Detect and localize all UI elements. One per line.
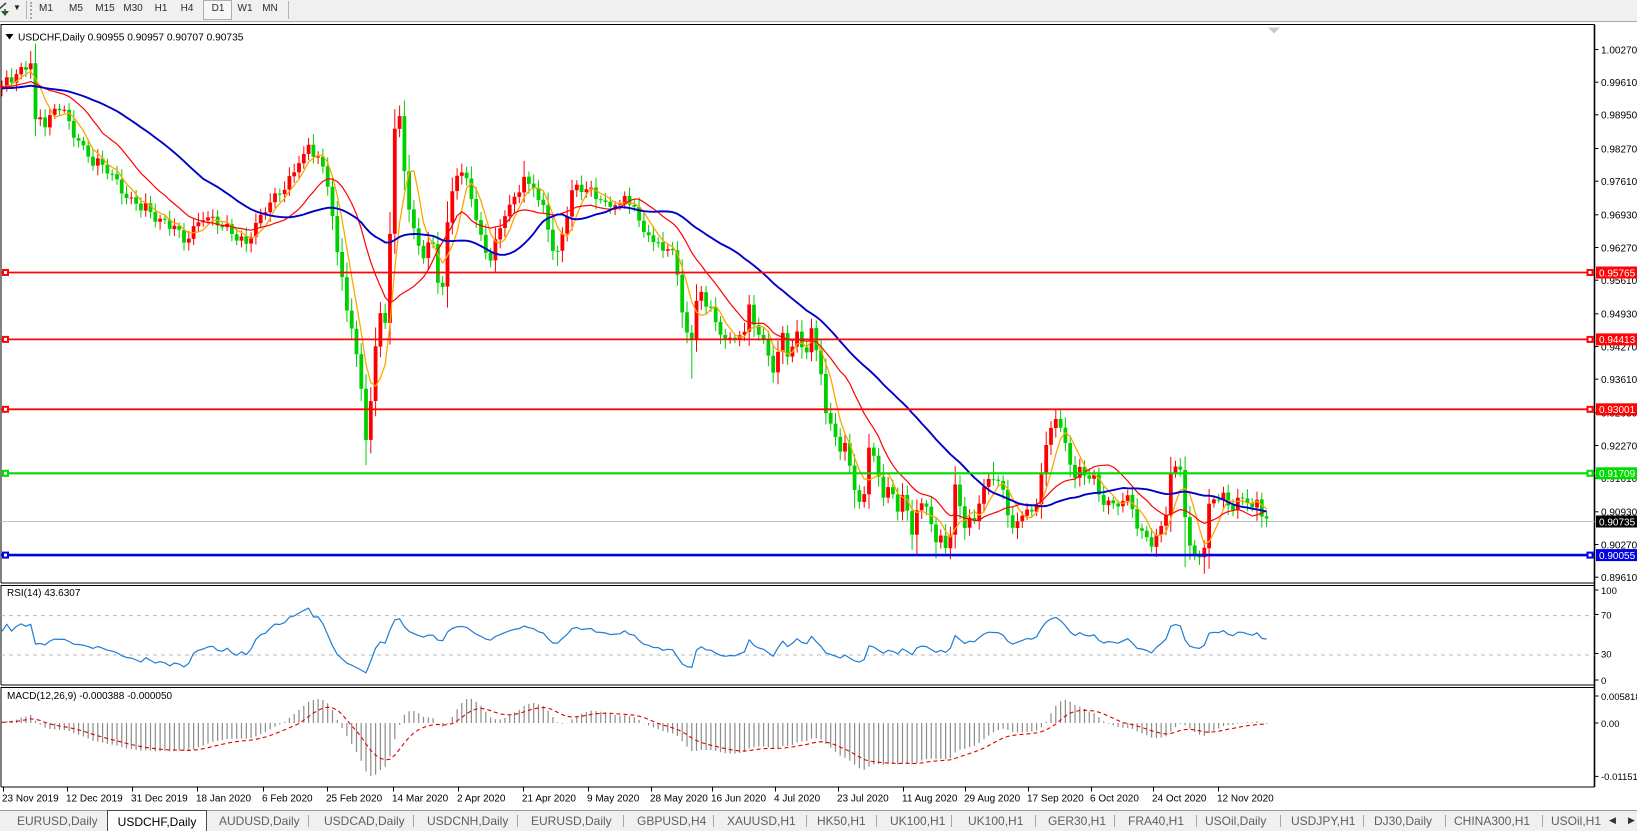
svg-text:6 Oct 2020: 6 Oct 2020 [1090, 794, 1139, 805]
svg-text:0.94930: 0.94930 [1601, 310, 1637, 321]
svg-text:0.92270: 0.92270 [1601, 441, 1637, 452]
svg-text:0.005818: 0.005818 [1601, 692, 1637, 703]
svg-text:12 Dec 2019: 12 Dec 2019 [66, 794, 123, 805]
svg-text:0.99610: 0.99610 [1601, 78, 1637, 89]
svg-text:29 Aug 2020: 29 Aug 2020 [964, 794, 1021, 805]
svg-text:0.00: 0.00 [1601, 719, 1620, 730]
svg-text:0.98950: 0.98950 [1601, 111, 1637, 122]
svg-text:30: 30 [1601, 649, 1612, 660]
svg-text:0.89610: 0.89610 [1601, 573, 1637, 584]
svg-text:12 Nov 2020: 12 Nov 2020 [1217, 794, 1274, 805]
svg-text:0.94270: 0.94270 [1601, 342, 1637, 353]
svg-text:11 Aug 2020: 11 Aug 2020 [902, 794, 958, 805]
svg-text:0.90270: 0.90270 [1601, 540, 1637, 551]
svg-text:-0.011514: -0.011514 [1601, 772, 1637, 783]
svg-text:18 Jan 2020: 18 Jan 2020 [196, 794, 251, 805]
svg-text:0.91610: 0.91610 [1601, 474, 1637, 485]
svg-text:6 Feb 2020: 6 Feb 2020 [262, 794, 313, 805]
svg-text:0.91709: 0.91709 [1599, 469, 1636, 480]
svg-text:1.00270: 1.00270 [1601, 45, 1637, 56]
svg-text:0.93001: 0.93001 [1599, 405, 1636, 416]
svg-text:0.90735: 0.90735 [1599, 517, 1636, 528]
svg-text:25 Feb 2020: 25 Feb 2020 [326, 794, 383, 805]
svg-text:4 Jul 2020: 4 Jul 2020 [774, 794, 821, 805]
svg-text:0.95765: 0.95765 [1599, 268, 1636, 279]
svg-text:0: 0 [1601, 676, 1606, 687]
svg-text:70: 70 [1601, 610, 1612, 621]
svg-text:23 Nov 2019: 23 Nov 2019 [2, 794, 59, 805]
svg-text:100: 100 [1601, 586, 1617, 597]
svg-text:0.98270: 0.98270 [1601, 144, 1637, 155]
svg-text:21 Apr 2020: 21 Apr 2020 [522, 794, 576, 805]
svg-text:17 Sep 2020: 17 Sep 2020 [1027, 794, 1084, 805]
svg-text:0.94413: 0.94413 [1599, 335, 1636, 346]
svg-text:RSI(14) 43.6307: RSI(14) 43.6307 [7, 588, 81, 599]
svg-text:0.97610: 0.97610 [1601, 177, 1637, 188]
svg-text:14 Mar 2020: 14 Mar 2020 [392, 794, 449, 805]
svg-text:28 May 2020: 28 May 2020 [650, 794, 708, 805]
svg-text:0.96930: 0.96930 [1601, 211, 1637, 222]
svg-text:23 Jul 2020: 23 Jul 2020 [837, 794, 889, 805]
svg-text:0.95610: 0.95610 [1601, 276, 1637, 287]
svg-text:16 Jun 2020: 16 Jun 2020 [711, 794, 766, 805]
svg-text:0.90055: 0.90055 [1599, 551, 1636, 562]
svg-text:24 Oct 2020: 24 Oct 2020 [1152, 794, 1207, 805]
svg-text:0.96270: 0.96270 [1601, 243, 1637, 254]
svg-text:9 May 2020: 9 May 2020 [587, 794, 640, 805]
svg-text:0.90930: 0.90930 [1601, 508, 1637, 519]
svg-text:2 Apr 2020: 2 Apr 2020 [457, 794, 506, 805]
svg-text:MACD(12,26,9) -0.000388 -0.000: MACD(12,26,9) -0.000388 -0.000050 [7, 691, 173, 702]
svg-text:USDCHF,Daily 0.90955 0.90957: USDCHF,Daily 0.90955 0.90957 0.90707 0.9… [18, 33, 244, 44]
svg-text:31 Dec 2019: 31 Dec 2019 [131, 794, 188, 805]
svg-text:0.93610: 0.93610 [1601, 375, 1637, 386]
